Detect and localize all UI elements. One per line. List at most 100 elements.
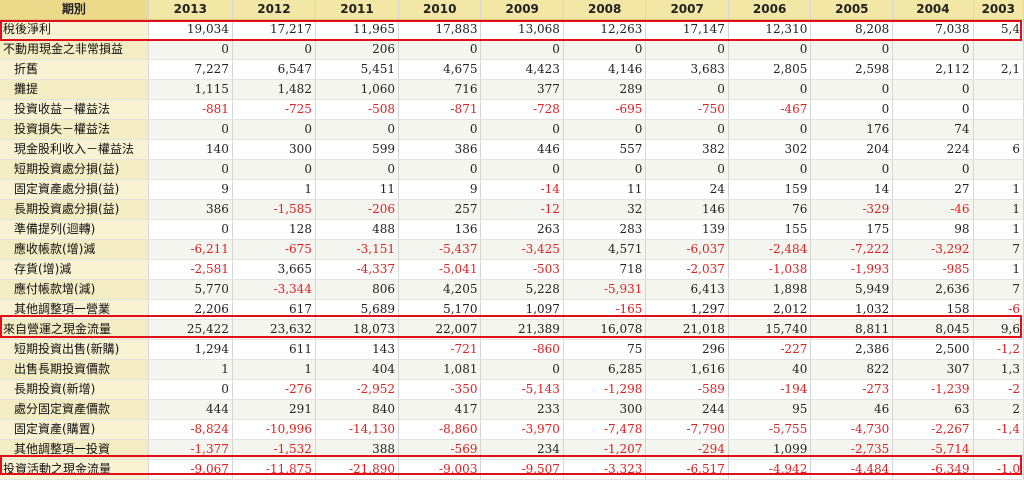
- value-cell: 5,451: [315, 59, 400, 80]
- value-cell: 0: [398, 119, 482, 140]
- value-cell: 386: [398, 139, 482, 160]
- row-label: 準備提列(迴轉): [0, 219, 149, 240]
- value-cell: 0: [480, 359, 564, 380]
- value-cell: 98: [892, 219, 974, 240]
- value-cell: -46: [892, 199, 974, 220]
- value-cell: 718: [563, 259, 647, 280]
- value-cell: 11,965: [315, 19, 400, 40]
- value-cell: -14,130: [315, 419, 400, 440]
- value-cell: 0: [398, 159, 482, 180]
- value-cell: -725: [232, 99, 316, 120]
- value-cell: 1,482: [232, 79, 316, 100]
- value-cell: 1,616: [645, 359, 729, 380]
- row-label: 處分固定資產價款: [0, 399, 149, 420]
- row-label: 長期投資(新增): [0, 379, 149, 400]
- value-cell: 22,007: [398, 319, 482, 340]
- value-cell: 263: [480, 219, 564, 240]
- value-cell: -5,143: [480, 379, 564, 400]
- value-cell: 0: [892, 159, 974, 180]
- value-cell: 1: [973, 219, 1024, 240]
- value-cell: -3,425: [480, 239, 564, 260]
- year-header[interactable]: 2006: [728, 0, 812, 20]
- value-cell: 1,081: [398, 359, 482, 380]
- year-header[interactable]: 2013: [148, 0, 233, 20]
- value-cell: 0: [232, 39, 316, 60]
- value-cell: -5,041: [398, 259, 482, 280]
- value-cell: 6: [973, 139, 1024, 160]
- table-row: 攤提 1,115 1,482 1,060 716 377 289 0 0 0 0: [0, 79, 1024, 100]
- value-cell: 0: [232, 159, 316, 180]
- value-cell: -1,239: [892, 379, 974, 400]
- value-cell: [973, 439, 1024, 460]
- value-cell: 4,205: [398, 279, 482, 300]
- value-cell: 0: [645, 119, 729, 140]
- value-cell: 4,423: [480, 59, 564, 80]
- value-cell: -3,292: [892, 239, 974, 260]
- year-header[interactable]: 2011: [315, 0, 400, 20]
- row-label: 短期投資處分損(益): [0, 159, 149, 180]
- value-cell: -1,377: [148, 439, 233, 460]
- value-cell: 2: [973, 399, 1024, 420]
- value-cell: -467: [728, 99, 812, 120]
- value-cell: 176: [810, 119, 894, 140]
- table-row: 固定資產處分損(益) 9 1 11 9 -14 11 24 159 14 27 1: [0, 179, 1024, 200]
- value-cell: 7,227: [148, 59, 233, 80]
- value-cell: 291: [232, 399, 316, 420]
- value-cell: -7,478: [563, 419, 647, 440]
- value-cell: 382: [645, 139, 729, 160]
- table-row: 存貨(增)減 -2,581 3,665 -4,337 -5,041 -503 718 -2,0…: [0, 259, 1024, 280]
- value-cell: 388: [315, 439, 400, 460]
- value-cell: -1,993: [810, 259, 894, 280]
- value-cell: 2,386: [810, 339, 894, 360]
- value-cell: 75: [563, 339, 647, 360]
- value-cell: -165: [563, 299, 647, 320]
- value-cell: 6,413: [645, 279, 729, 300]
- value-cell: 9: [398, 179, 482, 200]
- year-header[interactable]: 2012: [232, 0, 316, 20]
- value-cell: -675: [232, 239, 316, 260]
- year-header[interactable]: 2008: [563, 0, 647, 20]
- value-cell: 1: [232, 179, 316, 200]
- value-cell: -1,298: [563, 379, 647, 400]
- value-cell: 0: [232, 119, 316, 140]
- table-row: 短期投資處分損(益) 0 0 0 0 0 0 0 0 0 0: [0, 159, 1024, 180]
- value-cell: -206: [315, 199, 400, 220]
- value-cell: 12,310: [728, 19, 812, 40]
- value-cell: 8,811: [810, 319, 894, 340]
- value-cell: 2,112: [892, 59, 974, 80]
- row-label: 投資活動之現金流量: [0, 459, 149, 480]
- value-cell: -721: [398, 339, 482, 360]
- value-cell: 21,389: [480, 319, 564, 340]
- table-row: 應付帳款增(減) 5,770 -3,344 806 4,205 5,228 -5,931 6,…: [0, 279, 1024, 300]
- value-cell: 143: [315, 339, 400, 360]
- value-cell: -3,970: [480, 419, 564, 440]
- year-header[interactable]: 2004: [892, 0, 974, 20]
- table-row: 投資活動之現金流量 -9,067 -11,875 -21,890 -9,003 -9,50…: [0, 459, 1024, 480]
- value-cell: 3,683: [645, 59, 729, 80]
- year-header[interactable]: 2010: [398, 0, 482, 20]
- table-row: 準備提列(迴轉) 0 128 488 136 263 283 139 155 175 98 1: [0, 219, 1024, 240]
- value-cell: 0: [810, 79, 894, 100]
- value-cell: -8,824: [148, 419, 233, 440]
- value-cell: -2,267: [892, 419, 974, 440]
- value-cell: [973, 39, 1024, 60]
- value-cell: -350: [398, 379, 482, 400]
- value-cell: 386: [148, 199, 233, 220]
- value-cell: -294: [645, 439, 729, 460]
- value-cell: 289: [563, 79, 647, 100]
- value-cell: 822: [810, 359, 894, 380]
- year-header[interactable]: 2003: [973, 0, 1024, 20]
- year-header[interactable]: 2009: [480, 0, 564, 20]
- year-header[interactable]: 2007: [645, 0, 729, 20]
- value-cell: -7,790: [645, 419, 729, 440]
- value-cell: 300: [232, 139, 316, 160]
- value-cell: 206: [315, 39, 400, 60]
- value-cell: -1,585: [232, 199, 316, 220]
- value-cell: 233: [480, 399, 564, 420]
- value-cell: -881: [148, 99, 233, 120]
- year-header[interactable]: 2005: [810, 0, 894, 20]
- value-cell: 8,208: [810, 19, 894, 40]
- row-label: 折舊: [0, 59, 149, 80]
- value-cell: -1,532: [232, 439, 316, 460]
- value-cell: -4,942: [728, 459, 812, 480]
